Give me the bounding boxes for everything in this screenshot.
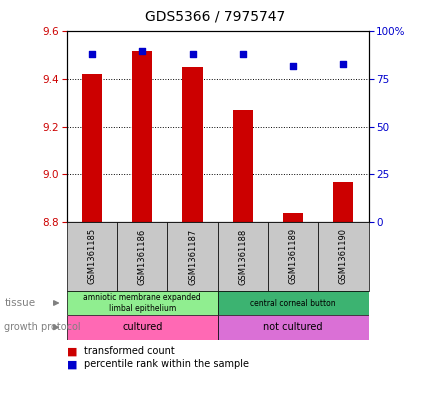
Text: GSM1361187: GSM1361187 bbox=[187, 228, 197, 285]
Text: GSM1361186: GSM1361186 bbox=[138, 228, 146, 285]
Point bbox=[138, 48, 145, 54]
Bar bbox=[82, 74, 102, 222]
Point bbox=[339, 61, 346, 67]
Bar bbox=[182, 67, 202, 222]
Text: GSM1361190: GSM1361190 bbox=[338, 228, 347, 285]
Text: not cultured: not cultured bbox=[263, 322, 322, 332]
Text: central corneal button: central corneal button bbox=[250, 299, 335, 307]
Bar bbox=[67, 315, 217, 340]
Bar bbox=[217, 222, 267, 291]
Bar bbox=[67, 291, 217, 315]
Point bbox=[239, 51, 246, 57]
Bar bbox=[117, 222, 167, 291]
Text: GSM1361188: GSM1361188 bbox=[238, 228, 247, 285]
Text: transformed count: transformed count bbox=[84, 346, 175, 356]
Point bbox=[88, 51, 95, 57]
Text: ■: ■ bbox=[67, 346, 77, 356]
Bar bbox=[132, 51, 152, 222]
Text: ■: ■ bbox=[67, 359, 77, 369]
Bar bbox=[67, 222, 117, 291]
Bar bbox=[317, 222, 368, 291]
Point bbox=[289, 62, 296, 69]
Point bbox=[189, 51, 196, 57]
Bar bbox=[332, 182, 353, 222]
Bar bbox=[232, 110, 252, 222]
Text: percentile rank within the sample: percentile rank within the sample bbox=[84, 359, 249, 369]
Text: growth protocol: growth protocol bbox=[4, 322, 81, 332]
Bar bbox=[217, 291, 368, 315]
Text: GDS5366 / 7975747: GDS5366 / 7975747 bbox=[145, 10, 285, 24]
Text: GSM1361185: GSM1361185 bbox=[87, 228, 96, 285]
Bar bbox=[283, 213, 302, 222]
Bar bbox=[267, 222, 317, 291]
Bar bbox=[167, 222, 217, 291]
Text: amniotic membrane expanded
limbal epithelium: amniotic membrane expanded limbal epithe… bbox=[83, 293, 201, 313]
Bar bbox=[217, 315, 368, 340]
Text: tissue: tissue bbox=[4, 298, 35, 308]
Text: GSM1361189: GSM1361189 bbox=[288, 228, 297, 285]
Text: cultured: cultured bbox=[122, 322, 162, 332]
